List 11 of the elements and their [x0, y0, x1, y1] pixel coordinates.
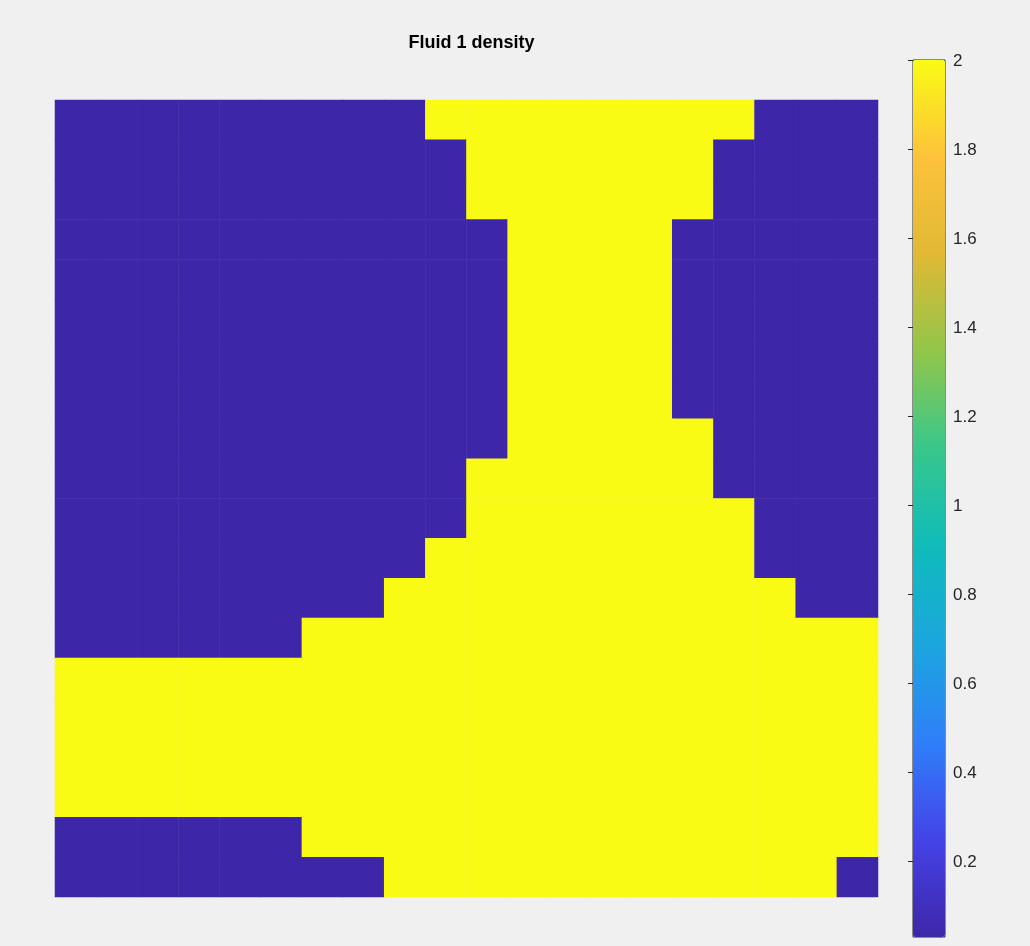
color-bar-label: 1 [953, 495, 963, 515]
color-bar-label: 1.4 [953, 317, 977, 337]
color-bar-label: 1.6 [953, 228, 977, 248]
color-bar-label: 1.2 [953, 406, 977, 426]
color-bar-label: 0.6 [953, 673, 977, 693]
color-bar-label: 2 [953, 50, 963, 70]
color-bar-label: 1.8 [953, 139, 977, 159]
chart-title: Fluid 1 density [408, 32, 535, 52]
color-bar-label: 0.2 [953, 851, 977, 871]
color-bar-label: 0.4 [953, 762, 977, 782]
color-bar-label: 0.8 [953, 584, 977, 604]
